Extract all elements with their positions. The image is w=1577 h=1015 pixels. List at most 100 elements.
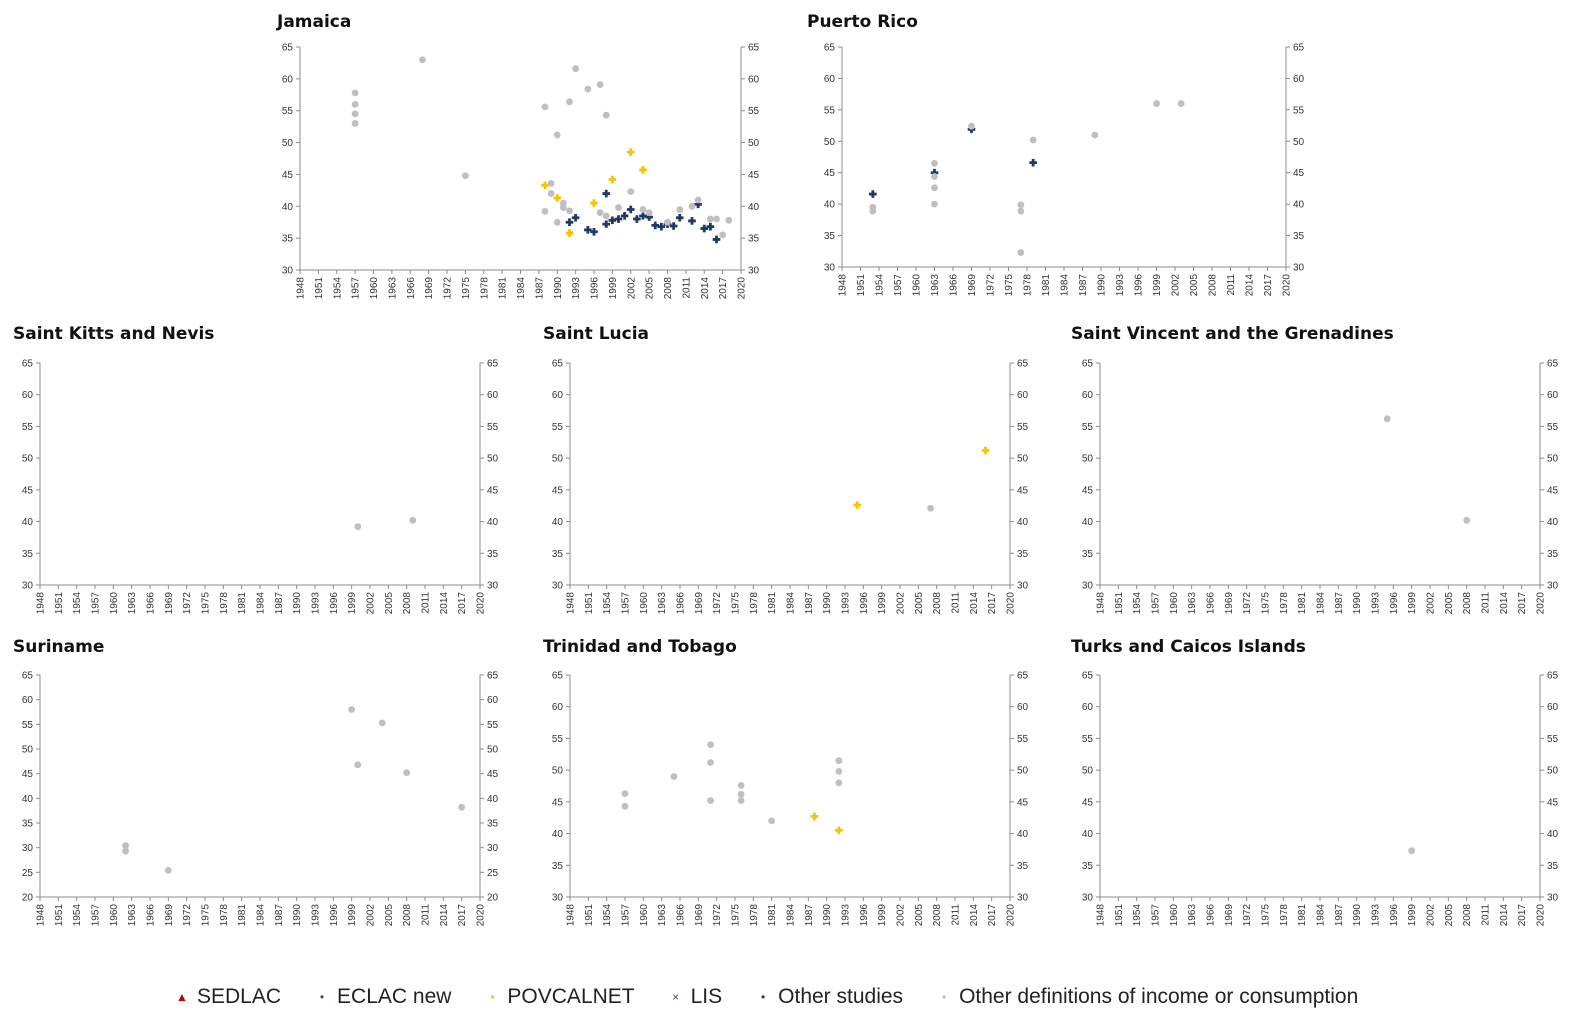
y-tick-label-left: 65 [1082, 671, 1094, 682]
x-tick-label: 2002 [896, 904, 907, 927]
y-tick-label-right: 50 [1017, 454, 1029, 465]
y-tick-label-left: 50 [22, 745, 34, 756]
y-tick-label-right: 45 [748, 170, 760, 181]
x-tick-label: 2014 [1499, 592, 1510, 615]
y-tick-label-right: 55 [487, 720, 499, 731]
data-point-otherdef [559, 204, 567, 211]
data-point-otherdef [927, 504, 934, 512]
x-tick-label: 1990 [553, 277, 564, 300]
x-tick-label: 1957 [91, 592, 102, 615]
data-point-otherdef [164, 866, 172, 874]
y-tick-label-left: 30 [1082, 581, 1094, 592]
y-tick-label-right: 55 [487, 422, 499, 433]
x-tick-label: 1993 [1371, 904, 1382, 927]
data-point-otherdef [869, 207, 877, 215]
data-point-other [571, 213, 580, 222]
y-tick-label-left: 50 [1082, 766, 1094, 777]
data-point-otherdef [968, 122, 975, 130]
y-tick-label-right: 45 [1017, 485, 1029, 496]
x-tick-label: 1954 [332, 277, 343, 300]
x-tick-label: 1960 [369, 277, 380, 300]
data-point-other [669, 222, 678, 230]
x-tick-label: 2002 [626, 277, 637, 300]
data-point-other [675, 213, 684, 222]
y-tick-label-right: 50 [1293, 137, 1305, 148]
x-tick-label: 2002 [1171, 274, 1182, 297]
legend-label: ECLAC new [337, 985, 452, 1008]
x-tick-label: 1999 [1407, 592, 1418, 615]
legend-item-lis: × LIS [669, 985, 722, 1009]
data-point-otherdef [931, 173, 938, 180]
y-tick-label-right: 65 [748, 43, 760, 54]
chart-title-turks-and-caicos-islands: Turks and Caicos Islands [1071, 637, 1306, 657]
x-tick-label: 2008 [402, 904, 413, 927]
y-tick-label-right: 65 [1017, 359, 1029, 370]
y-tick-label-left: 60 [22, 695, 34, 706]
x-tick-label: 1975 [461, 277, 472, 300]
data-point-otherdef [1383, 415, 1391, 423]
y-tick-label-right: 60 [487, 695, 499, 706]
data-point-other [712, 235, 721, 244]
x-tick-label: 1966 [676, 904, 687, 927]
y-tick-label-right: 40 [748, 202, 760, 213]
y-tick-label-left: 60 [552, 390, 564, 401]
data-point-otherdef [621, 802, 629, 810]
x-tick-label: 2017 [718, 277, 729, 300]
y-tick-label-left: 60 [1082, 702, 1094, 713]
x-tick-label: 1990 [822, 592, 833, 615]
data-point-other [584, 226, 592, 234]
y-tick-label-right: 50 [748, 138, 760, 149]
data-point-povcal [639, 166, 647, 174]
x-tick-label: 1960 [912, 274, 923, 297]
chart-title-saint-vincent-and-the-grenadines: Saint Vincent and the Grenadines [1071, 324, 1394, 344]
data-point-otherdef [547, 179, 555, 187]
y-tick-label-right: 40 [1017, 829, 1029, 840]
y-tick-label-left: 45 [552, 797, 564, 808]
x-tick-label: 1981 [498, 277, 509, 300]
x-tick-label: 2005 [645, 277, 656, 300]
legend-item-povcal: • POVCALNET [485, 985, 634, 1009]
x-tick-label: 1999 [347, 904, 358, 927]
x-tick-label: 1951 [314, 277, 325, 300]
x-tick-label: 1969 [424, 277, 435, 300]
x-tick-label: 1954 [602, 592, 613, 615]
x-tick-label: 1966 [146, 904, 157, 927]
x-tick-label: 2005 [914, 904, 925, 927]
y-tick-label-right: 45 [1547, 485, 1559, 496]
y-tick-label-left: 65 [552, 671, 564, 682]
x-tick-label: 1978 [749, 592, 760, 615]
data-point-other [930, 168, 939, 177]
y-tick-label-right: 35 [1017, 861, 1029, 872]
scatter-chart-jamaica: 30 30 35 35 40 40 45 45 50 50 55 55 60 60 65 65 1948 1951… [282, 43, 760, 300]
y-tick-label-left: 50 [1082, 454, 1094, 465]
x-tick-label: 1969 [1224, 904, 1235, 927]
y-tick-label-right: 45 [1547, 797, 1559, 808]
x-tick-label: 2011 [421, 592, 432, 614]
x-tick-label: 1984 [256, 904, 267, 927]
data-point-other [657, 222, 666, 231]
data-point-povcal [565, 229, 574, 237]
y-tick-label-left: 65 [22, 359, 34, 370]
y-tick-label-left: 30 [824, 263, 836, 274]
x-tick-label: 1969 [694, 592, 705, 615]
legend-label: SEDLAC [197, 985, 282, 1008]
x-tick-label: 1957 [351, 277, 362, 300]
legend-marker-icon: • [761, 990, 766, 1004]
x-tick-label: 1948 [566, 904, 577, 927]
data-point-other [620, 212, 629, 220]
y-tick-label-left: 55 [824, 105, 836, 116]
chart-grid: Jamaica 30 30 35 35 40 40 45 45 50 50 55 55 60 60 65 65 1… [13, 12, 1559, 927]
y-tick-label-left: 40 [1082, 829, 1094, 840]
x-tick-label: 1960 [1169, 592, 1180, 615]
y-tick-label-left: 55 [552, 734, 564, 745]
x-tick-label: 1954 [602, 904, 613, 927]
data-point-otherdef [1463, 516, 1471, 524]
data-point-other [645, 213, 653, 221]
y-tick-label-left: 40 [282, 202, 294, 213]
x-tick-label: 1981 [767, 592, 778, 615]
x-tick-label: 1978 [1023, 274, 1034, 297]
data-point-otherdef [737, 790, 745, 798]
data-point-otherdef [713, 215, 720, 223]
x-tick-label: 1969 [694, 904, 705, 927]
x-tick-label: 1951 [54, 904, 65, 927]
